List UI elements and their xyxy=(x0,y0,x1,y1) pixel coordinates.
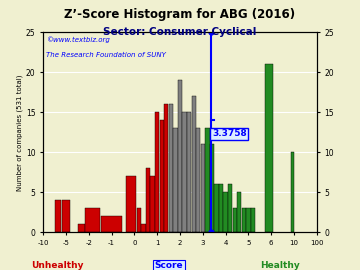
Bar xyxy=(251,208,255,232)
Bar xyxy=(187,112,191,232)
Bar xyxy=(183,112,187,232)
Bar xyxy=(155,112,159,232)
Bar xyxy=(201,144,205,232)
Bar xyxy=(192,96,196,232)
Y-axis label: Number of companies (531 total): Number of companies (531 total) xyxy=(17,74,23,191)
Bar xyxy=(178,80,182,232)
Bar xyxy=(196,128,201,232)
Bar xyxy=(169,104,173,232)
Text: The Research Foundation of SUNY: The Research Foundation of SUNY xyxy=(46,52,166,58)
Text: ©www.textbiz.org: ©www.textbiz.org xyxy=(46,36,110,43)
Bar xyxy=(242,208,246,232)
Bar xyxy=(146,168,150,232)
Text: 3.3758: 3.3758 xyxy=(212,129,247,138)
Text: Score: Score xyxy=(154,261,183,270)
Bar xyxy=(210,144,214,232)
Bar xyxy=(164,104,168,232)
Text: Healthy: Healthy xyxy=(260,261,300,270)
Bar xyxy=(159,120,164,232)
Bar xyxy=(85,208,100,232)
Bar xyxy=(228,184,232,232)
Bar xyxy=(205,128,210,232)
Bar xyxy=(55,200,61,232)
Bar xyxy=(237,192,242,232)
Bar xyxy=(291,152,294,232)
Bar xyxy=(233,208,237,232)
Bar xyxy=(173,128,177,232)
Bar xyxy=(101,216,122,232)
Text: Sector: Consumer Cyclical: Sector: Consumer Cyclical xyxy=(103,27,257,37)
Bar xyxy=(265,64,273,232)
Bar xyxy=(150,176,155,232)
Bar xyxy=(224,192,228,232)
Bar xyxy=(137,208,141,232)
Bar xyxy=(219,184,223,232)
Bar xyxy=(214,184,219,232)
Bar xyxy=(62,200,69,232)
Text: Unhealthy: Unhealthy xyxy=(31,261,83,270)
Bar xyxy=(78,224,85,232)
Bar xyxy=(141,224,146,232)
Bar xyxy=(246,208,251,232)
Bar xyxy=(126,176,136,232)
Text: Z’-Score Histogram for ABG (2016): Z’-Score Histogram for ABG (2016) xyxy=(64,8,296,21)
